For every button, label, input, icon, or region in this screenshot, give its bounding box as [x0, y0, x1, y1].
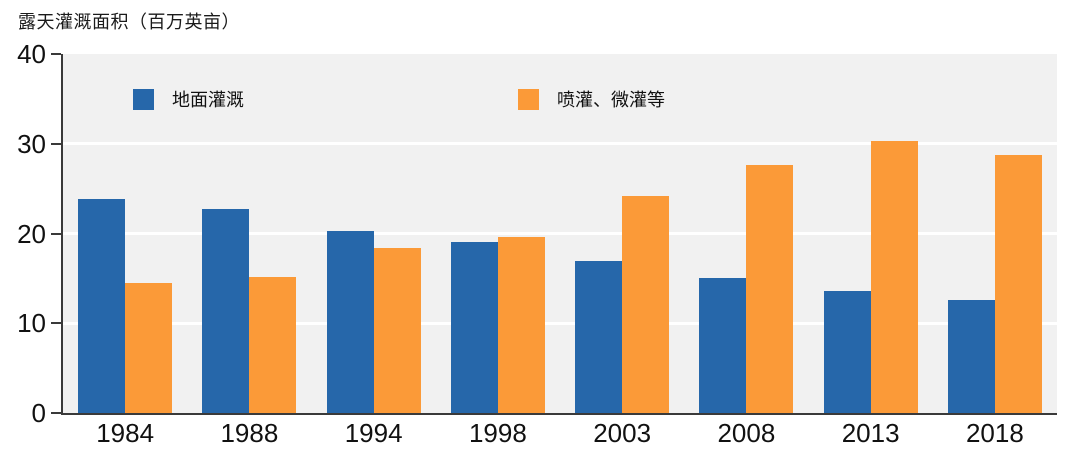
x-tick-label-1994: 1994	[344, 418, 403, 448]
legend-item-sprinkler-micro-irrigation: 喷灌、微灌等	[518, 86, 665, 112]
x-axis-line	[61, 413, 1057, 415]
x-tick-label-2018: 2018	[965, 418, 1024, 448]
bar-series1-1998	[497, 237, 545, 413]
legend-item-surface-irrigation: 地面灌溉	[133, 86, 244, 112]
gridline-10	[63, 321, 1057, 325]
bar-series1-2003	[622, 195, 670, 413]
x-tick-label-1998: 1998	[468, 418, 527, 448]
x-tick-label-2008: 2008	[717, 418, 776, 448]
y-tick-10	[51, 322, 61, 325]
legend-label-surface-irrigation: 地面灌溉	[172, 90, 244, 110]
bar-series1-1994	[373, 247, 421, 413]
y-tick-label-20: 20	[17, 218, 46, 249]
chart-title: 露天灌溉面积（百万英亩）	[18, 12, 240, 32]
bar-series0-2018	[947, 299, 995, 413]
legend-label-sprinkler-micro-irrigation: 喷灌、微灌等	[557, 90, 665, 110]
y-axis-line	[61, 54, 63, 415]
bar-series0-2008	[699, 278, 747, 413]
bar-series0-1984	[78, 198, 126, 413]
legend-swatch-surface-irrigation	[133, 88, 154, 110]
bar-series0-1994	[326, 230, 374, 413]
bar-series1-1988	[249, 277, 297, 413]
bar-series1-2013	[870, 141, 918, 413]
y-tick-30	[51, 142, 61, 145]
y-tick-label-30: 30	[17, 128, 46, 159]
bar-series0-1998	[450, 241, 498, 413]
gridline-20	[63, 232, 1057, 235]
x-tick-label-1984: 1984	[96, 418, 155, 448]
bar-series0-2013	[823, 290, 871, 413]
y-tick-0	[51, 412, 61, 414]
x-tick-label-1988: 1988	[220, 418, 279, 448]
y-tick-label-40: 40	[17, 39, 46, 69]
bar-series1-2018	[994, 154, 1042, 413]
bar-series0-1988	[202, 209, 250, 413]
bar-series1-1984	[125, 282, 173, 413]
y-tick-40	[51, 53, 61, 55]
plot-area	[63, 54, 1057, 413]
gridline-30	[63, 142, 1057, 146]
bar-series1-2008	[746, 165, 794, 413]
y-tick-label-10: 10	[17, 308, 46, 339]
y-tick-20	[51, 232, 61, 235]
bar-series0-2003	[575, 261, 623, 413]
legend-swatch-sprinkler-micro-irrigation	[518, 88, 539, 110]
y-tick-label-0: 0	[31, 398, 46, 428]
x-tick-label-2003: 2003	[593, 418, 652, 448]
x-tick-label-2013: 2013	[841, 418, 900, 448]
